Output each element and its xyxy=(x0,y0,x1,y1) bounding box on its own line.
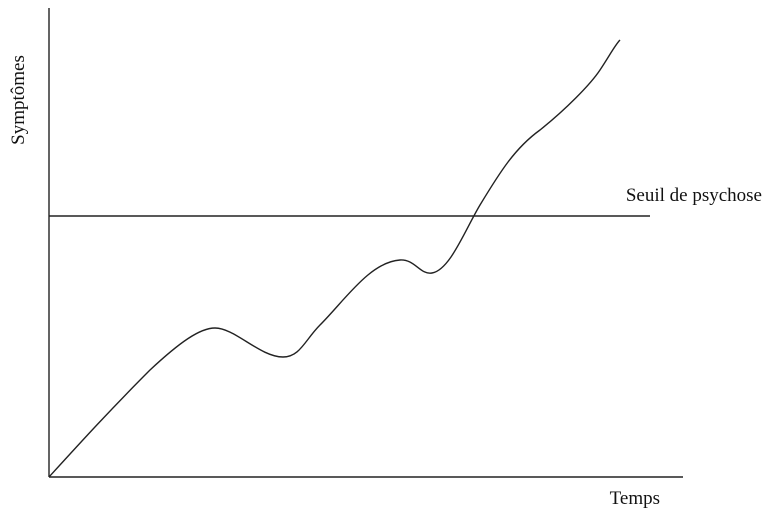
y-axis-label: Symptômes xyxy=(8,55,29,145)
symptom-curve xyxy=(48,39,621,478)
threshold-label: Seuil de psychose xyxy=(626,185,762,206)
x-axis-label: Temps xyxy=(610,488,660,509)
